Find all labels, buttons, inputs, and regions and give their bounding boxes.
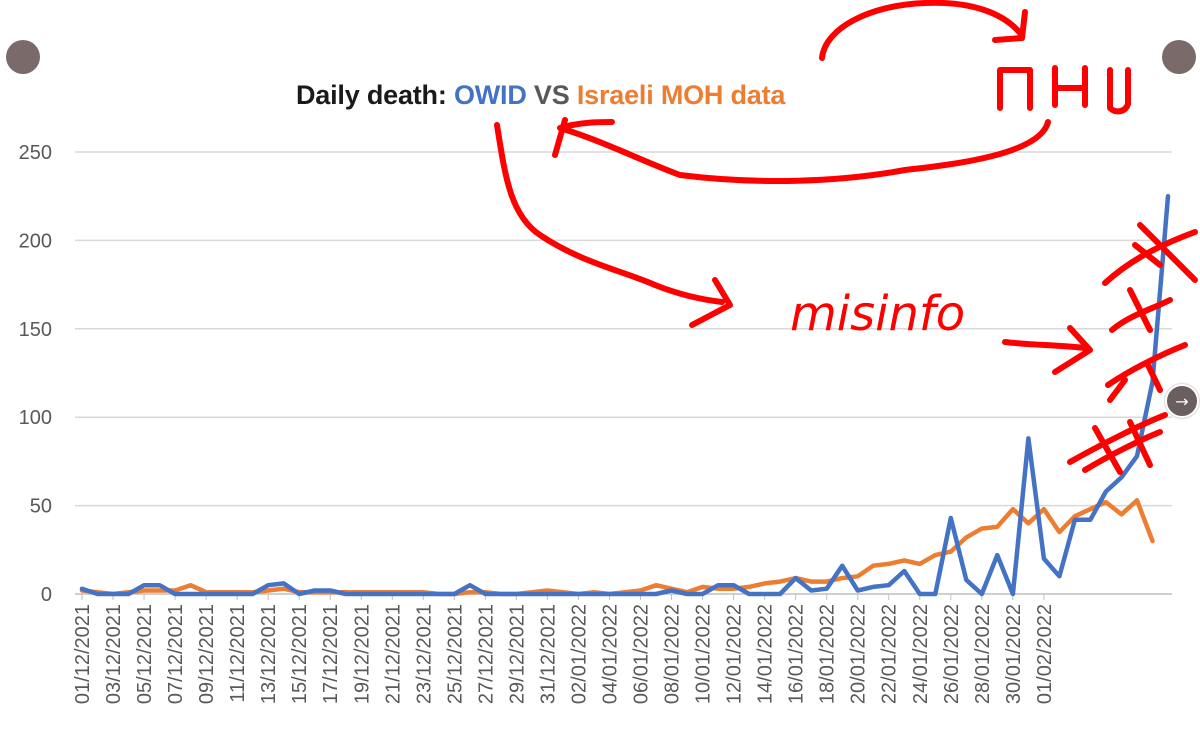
x-tick-label: 30/01/2022 [1003, 604, 1025, 704]
arrow-head-misinfo [689, 277, 733, 328]
x-tick-label: 23/12/2021 [413, 604, 435, 704]
x-tick-label: 01/02/2022 [1034, 604, 1056, 704]
gridlines [75, 151, 1172, 595]
series-lines [79, 193, 1171, 597]
x-tick-label: 12/01/2022 [724, 604, 746, 704]
x-tick-label: 14/01/2022 [755, 604, 777, 704]
title-part-moh: Israeli MOH data [576, 80, 786, 110]
x-tick-label: 19/12/2021 [351, 604, 373, 704]
cross-4 [1109, 287, 1173, 333]
y-tick-label: 200 [19, 230, 52, 252]
arrow-to-curve [1002, 339, 1088, 351]
x-tick-label: 17/12/2021 [320, 604, 342, 704]
x-tick-label: 08/01/2022 [662, 604, 684, 704]
x-axis-ticks: 01/12/2021 03/12/2021 05/12/2021 07/12/2021… [72, 594, 1056, 704]
x-tick-label: 31/12/2021 [537, 604, 559, 704]
x-tick-label: 26/01/2022 [941, 604, 963, 704]
arrow-right-icon[interactable]: → [1165, 384, 1199, 418]
x-tick-label: 09/12/2021 [196, 604, 218, 704]
x-tick-label: 27/12/2021 [475, 604, 497, 704]
y-tick-label: 0 [41, 584, 52, 606]
y-tick-label: 100 [19, 407, 52, 429]
x-tick-label: 15/12/2021 [289, 604, 311, 704]
x-tick-label: 20/01/2022 [848, 604, 870, 704]
x-tick-label: 07/12/2021 [165, 604, 187, 704]
x-tick-label: 28/01/2022 [972, 604, 994, 704]
corner-handle-left[interactable] [6, 40, 40, 74]
y-tick-label: 250 [19, 142, 52, 164]
x-tick-label: 25/12/2021 [444, 604, 466, 704]
y-tick-label: 150 [19, 319, 52, 341]
cross-1 [1067, 412, 1168, 475]
chart-title: Daily death: OWID VS Israeli MOH data [296, 80, 785, 111]
x-tick-label: 01/12/2021 [72, 604, 94, 704]
y-axis-ticks: 0 50 100 150 200 250 [19, 142, 52, 606]
x-tick-label: 05/12/2021 [134, 604, 156, 704]
arrow-to-uhu [819, 0, 1023, 61]
x-tick-label: 04/01/2022 [599, 604, 621, 704]
x-tick-label: 21/12/2021 [382, 604, 404, 704]
red-annotations [494, 0, 1198, 475]
x-tick-label: 24/01/2022 [910, 604, 932, 704]
x-tick-label: 03/12/2021 [103, 604, 125, 704]
title-part-prefix: Daily death: [296, 80, 454, 110]
title-part-vs: VS [526, 80, 577, 110]
misinfo-handwriting: misinfo [790, 286, 965, 342]
x-tick-label: 16/01/2022 [786, 604, 808, 704]
y-tick-label: 50 [30, 496, 52, 518]
title-part-owid: OWID [453, 80, 527, 110]
uhu-strokes [997, 65, 1131, 115]
arrow-head-uhu [992, 9, 1028, 43]
cross-2 [1105, 342, 1188, 403]
x-tick-label: 13/12/2021 [258, 604, 280, 704]
series-line-owid [79, 193, 1171, 597]
arrow-owid-to-misinfo [494, 122, 725, 305]
x-tick-label: 02/01/2022 [568, 604, 590, 704]
corner-handle-right[interactable] [1162, 40, 1196, 74]
x-tick-label: 29/12/2021 [506, 604, 528, 704]
x-tick-label: 11/12/2021 [227, 604, 249, 703]
arrow-head-owid [552, 117, 568, 158]
x-tick-label: 22/01/2022 [879, 604, 901, 704]
x-tick-label: 06/01/2022 [631, 604, 653, 704]
series-line-israeli-moh-data [79, 498, 1155, 597]
arrow-head-curve [1052, 325, 1093, 375]
x-tick-label: 10/01/2022 [693, 604, 715, 704]
x-tick-label: 18/01/2022 [817, 604, 839, 704]
cross-3 [1102, 222, 1198, 286]
